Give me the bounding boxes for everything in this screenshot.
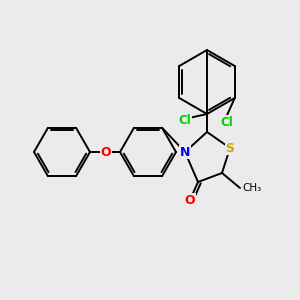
Text: Cl: Cl (220, 116, 233, 128)
Text: Cl: Cl (178, 113, 191, 127)
Text: O: O (101, 146, 111, 158)
Text: CH₃: CH₃ (242, 183, 261, 193)
Text: S: S (226, 142, 235, 154)
Text: N: N (180, 146, 190, 158)
Text: O: O (185, 194, 195, 206)
